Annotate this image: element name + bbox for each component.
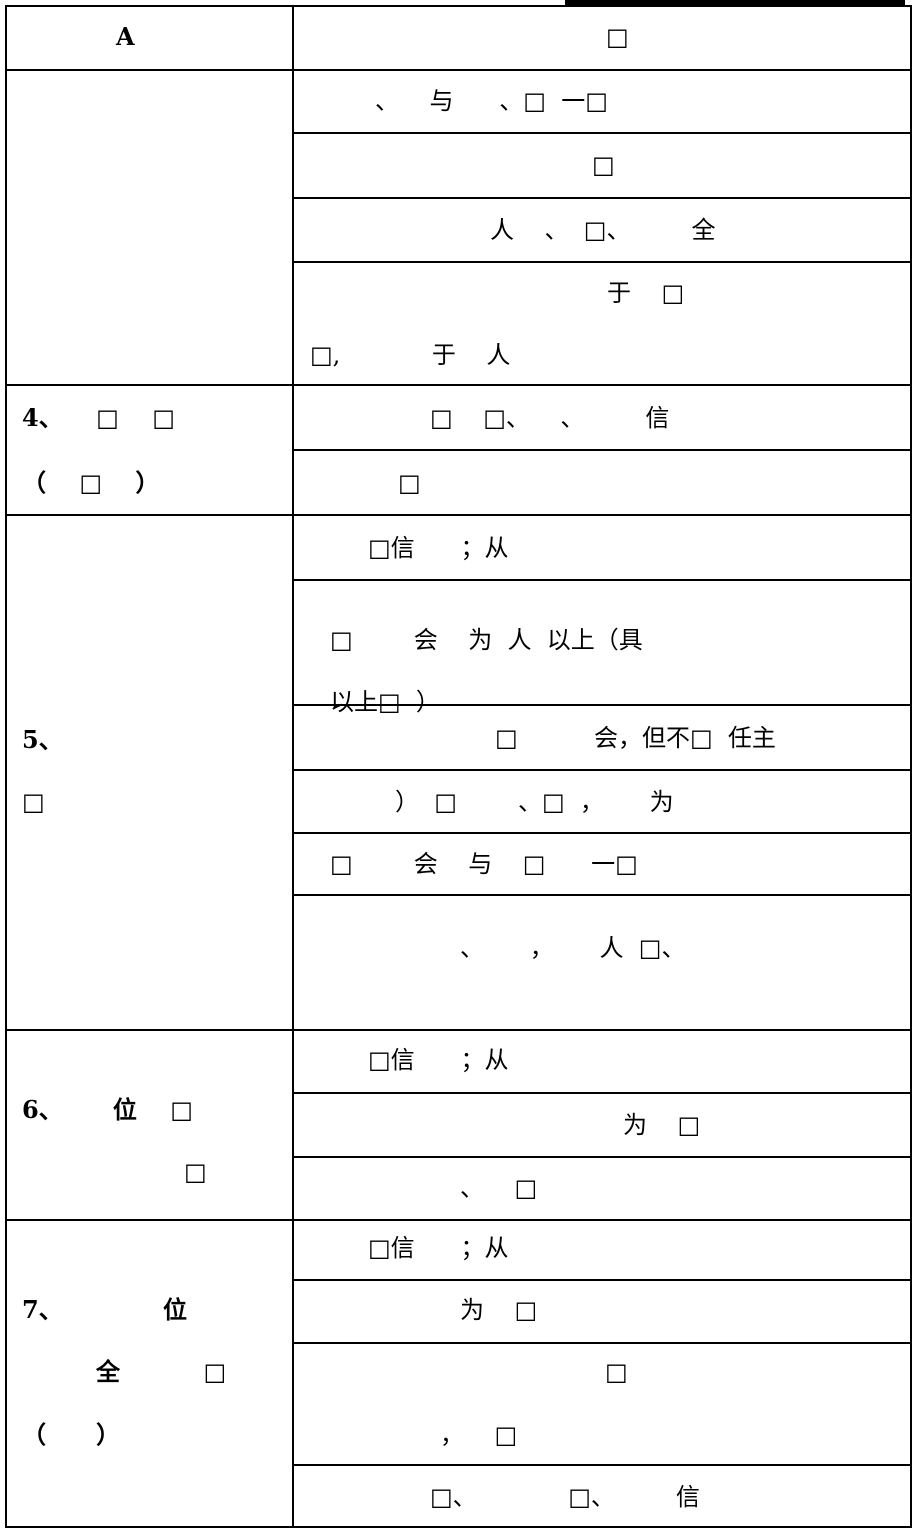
rule xyxy=(293,769,912,771)
cell-text: □ 会，但不□ 任主 xyxy=(495,724,776,752)
cell-text: □ xyxy=(605,1358,628,1386)
cell-text: □信 ；从 xyxy=(368,1046,509,1074)
cell-text: 人 、 □、 全 xyxy=(490,216,716,244)
cell-text: □ 会 与 □ 一□ xyxy=(330,850,638,878)
top-bar xyxy=(565,0,905,6)
cell-text: □、 □、 信 xyxy=(430,1483,700,1511)
rule xyxy=(5,69,912,71)
cell-text: □信 ；从 xyxy=(368,1234,509,1262)
row-label: □ xyxy=(22,787,45,816)
rule xyxy=(293,579,912,581)
rule xyxy=(293,132,912,134)
header-cell: □ xyxy=(606,23,629,51)
row-label: （ ） xyxy=(22,1420,121,1449)
header-cell: A xyxy=(116,22,135,51)
cell-text: 、 与 、□ 一□ xyxy=(375,87,608,115)
rule xyxy=(293,832,912,834)
rule xyxy=(5,5,912,7)
rule xyxy=(293,197,912,199)
row-label: 7、 位 xyxy=(22,1295,187,1324)
row-label: 4、 □ □ xyxy=(22,403,175,432)
cell-text: □ 会 为 人 以上（具 xyxy=(330,626,643,654)
rule xyxy=(293,1279,912,1281)
rule xyxy=(910,5,912,1528)
rule xyxy=(5,1029,912,1031)
cell-text: 为 □ xyxy=(623,1111,701,1139)
row-label: 6、 位 □ xyxy=(22,1095,193,1124)
rule xyxy=(293,1092,912,1094)
rule xyxy=(293,704,912,706)
rule xyxy=(5,1219,912,1221)
cell-text: 、 □ xyxy=(460,1174,538,1202)
rule xyxy=(5,514,912,516)
rule xyxy=(5,5,7,1528)
rule xyxy=(5,384,912,386)
rule xyxy=(293,449,912,451)
rule xyxy=(293,1156,912,1158)
row-label: 5、 xyxy=(22,725,63,754)
cell-text: 为 □ xyxy=(460,1296,538,1324)
cell-text: 于 □ xyxy=(607,279,685,307)
cell-text: □, 于 人 xyxy=(310,341,511,369)
cell-text: □ xyxy=(592,151,615,179)
cell-text: 、 ， 人 □、 xyxy=(460,934,686,962)
rule xyxy=(293,1464,912,1466)
cell-text: □信 ；从 xyxy=(368,534,509,562)
cell-text: □ □、 、 信 xyxy=(430,404,670,432)
row-label: □ xyxy=(184,1157,207,1186)
rule xyxy=(293,261,912,263)
cell-text: □ xyxy=(398,469,421,497)
rule xyxy=(293,1342,912,1344)
cell-text: ， □ xyxy=(440,1421,518,1449)
rule xyxy=(293,894,912,896)
cell-text: ） □ 、□ ， 为 xyxy=(395,788,674,816)
row-label: （ □ ） xyxy=(22,468,160,497)
rule xyxy=(292,5,294,1528)
cell-text: 以上□ ） xyxy=(330,688,440,716)
row-label: 全 □ xyxy=(96,1357,227,1386)
rule xyxy=(5,1526,912,1528)
